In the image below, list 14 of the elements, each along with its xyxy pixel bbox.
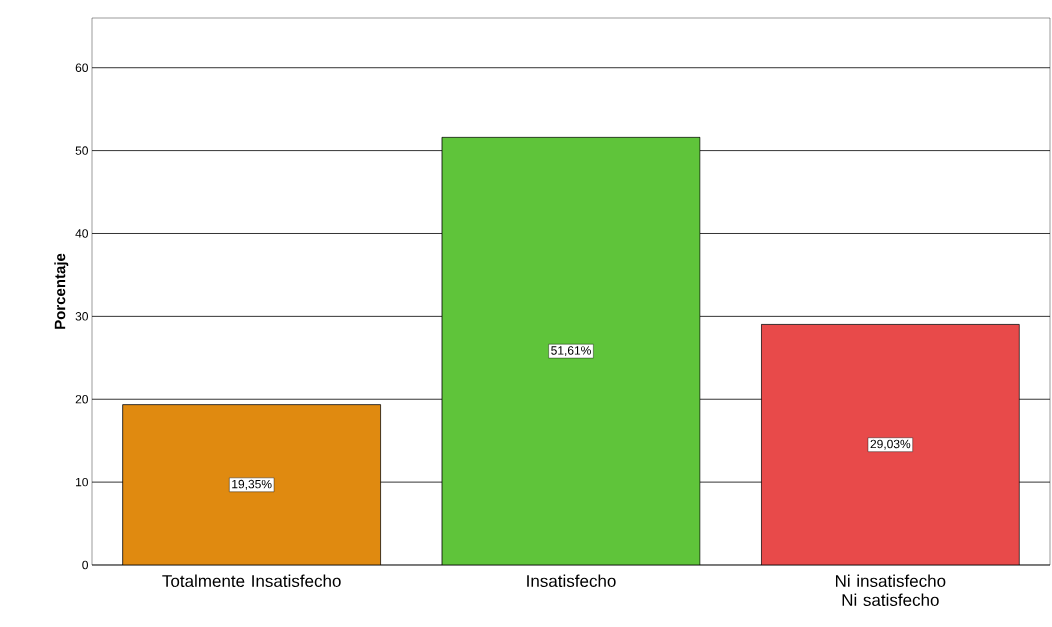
data-label: 19,35%: [232, 479, 272, 490]
y-axis-title: Porcentaje: [54, 253, 69, 329]
x-tick-label: Insatisfecho: [527, 574, 616, 588]
x-tick-label: Ni insatisfecho Ni satisfecho: [835, 574, 946, 607]
x-tick-label: Totalmente Insatisfecho: [162, 574, 341, 588]
data-label: 51,61%: [551, 346, 591, 357]
y-tick-label: 10: [76, 477, 88, 487]
y-tick-label: 20: [75, 395, 88, 404]
y-tick-label: 60: [75, 63, 88, 72]
y-tick-label: 50: [75, 146, 88, 155]
y-tick-label: 0: [82, 560, 89, 570]
y-tick-label: 30: [75, 312, 88, 321]
y-tick-label: 40: [75, 229, 88, 238]
data-label: 29,03%: [870, 439, 911, 450]
